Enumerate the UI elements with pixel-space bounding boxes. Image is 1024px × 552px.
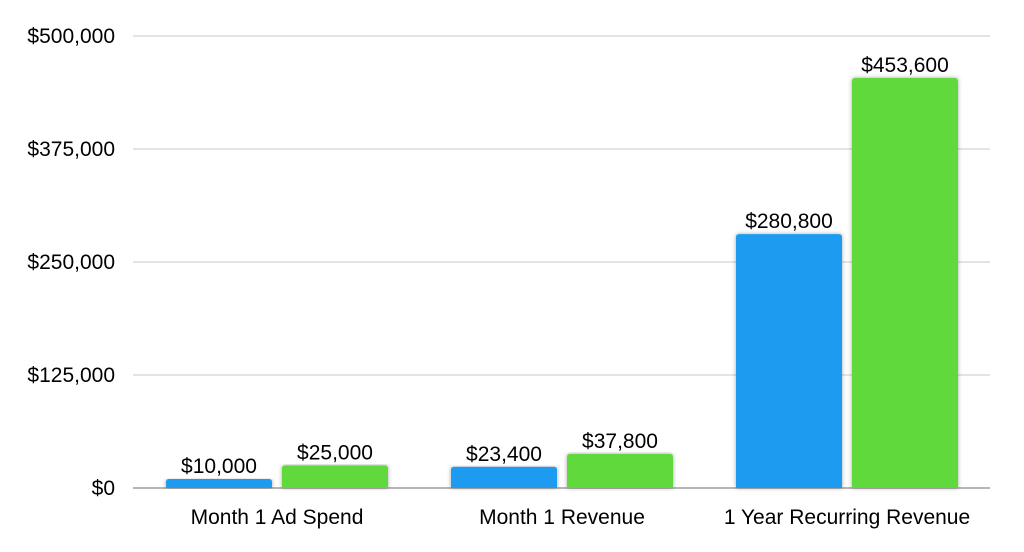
data-label: $25,000 — [297, 441, 373, 464]
data-label: $280,800 — [745, 210, 833, 233]
bar-blue-1 — [451, 466, 557, 488]
y-tick-label: $0 — [92, 477, 115, 500]
y-tick-label: $500,000 — [27, 25, 115, 48]
y-axis-tick-labels: $0 $125,000 $250,000 $375,000 $500,000 — [27, 25, 115, 500]
y-tick-label: $125,000 — [27, 364, 115, 387]
bar-blue-2 — [736, 234, 842, 488]
category-label: Month 1 Revenue — [479, 506, 645, 529]
bar-blue-0 — [166, 478, 272, 488]
y-tick-label: $250,000 — [27, 251, 115, 274]
x-axis-category-labels: Month 1 Ad Spend Month 1 Revenue 1 Year Re… — [191, 506, 971, 529]
gridlines — [133, 35, 990, 489]
category-label: 1 Year Recurring Revenue — [724, 506, 970, 529]
data-label: $453,600 — [861, 54, 949, 77]
bar-green-0 — [282, 465, 388, 488]
y-tick-label: $375,000 — [27, 138, 115, 161]
bar-green-2 — [852, 77, 958, 488]
data-labels: $10,000 $23,400 $280,800 $25,000 $37,800 $453… — [181, 54, 949, 478]
bars — [166, 77, 958, 488]
data-label: $10,000 — [181, 455, 257, 478]
bar-green-1 — [567, 453, 673, 488]
data-label: $23,400 — [466, 443, 542, 466]
data-label: $37,800 — [582, 430, 658, 453]
category-label: Month 1 Ad Spend — [191, 506, 364, 529]
